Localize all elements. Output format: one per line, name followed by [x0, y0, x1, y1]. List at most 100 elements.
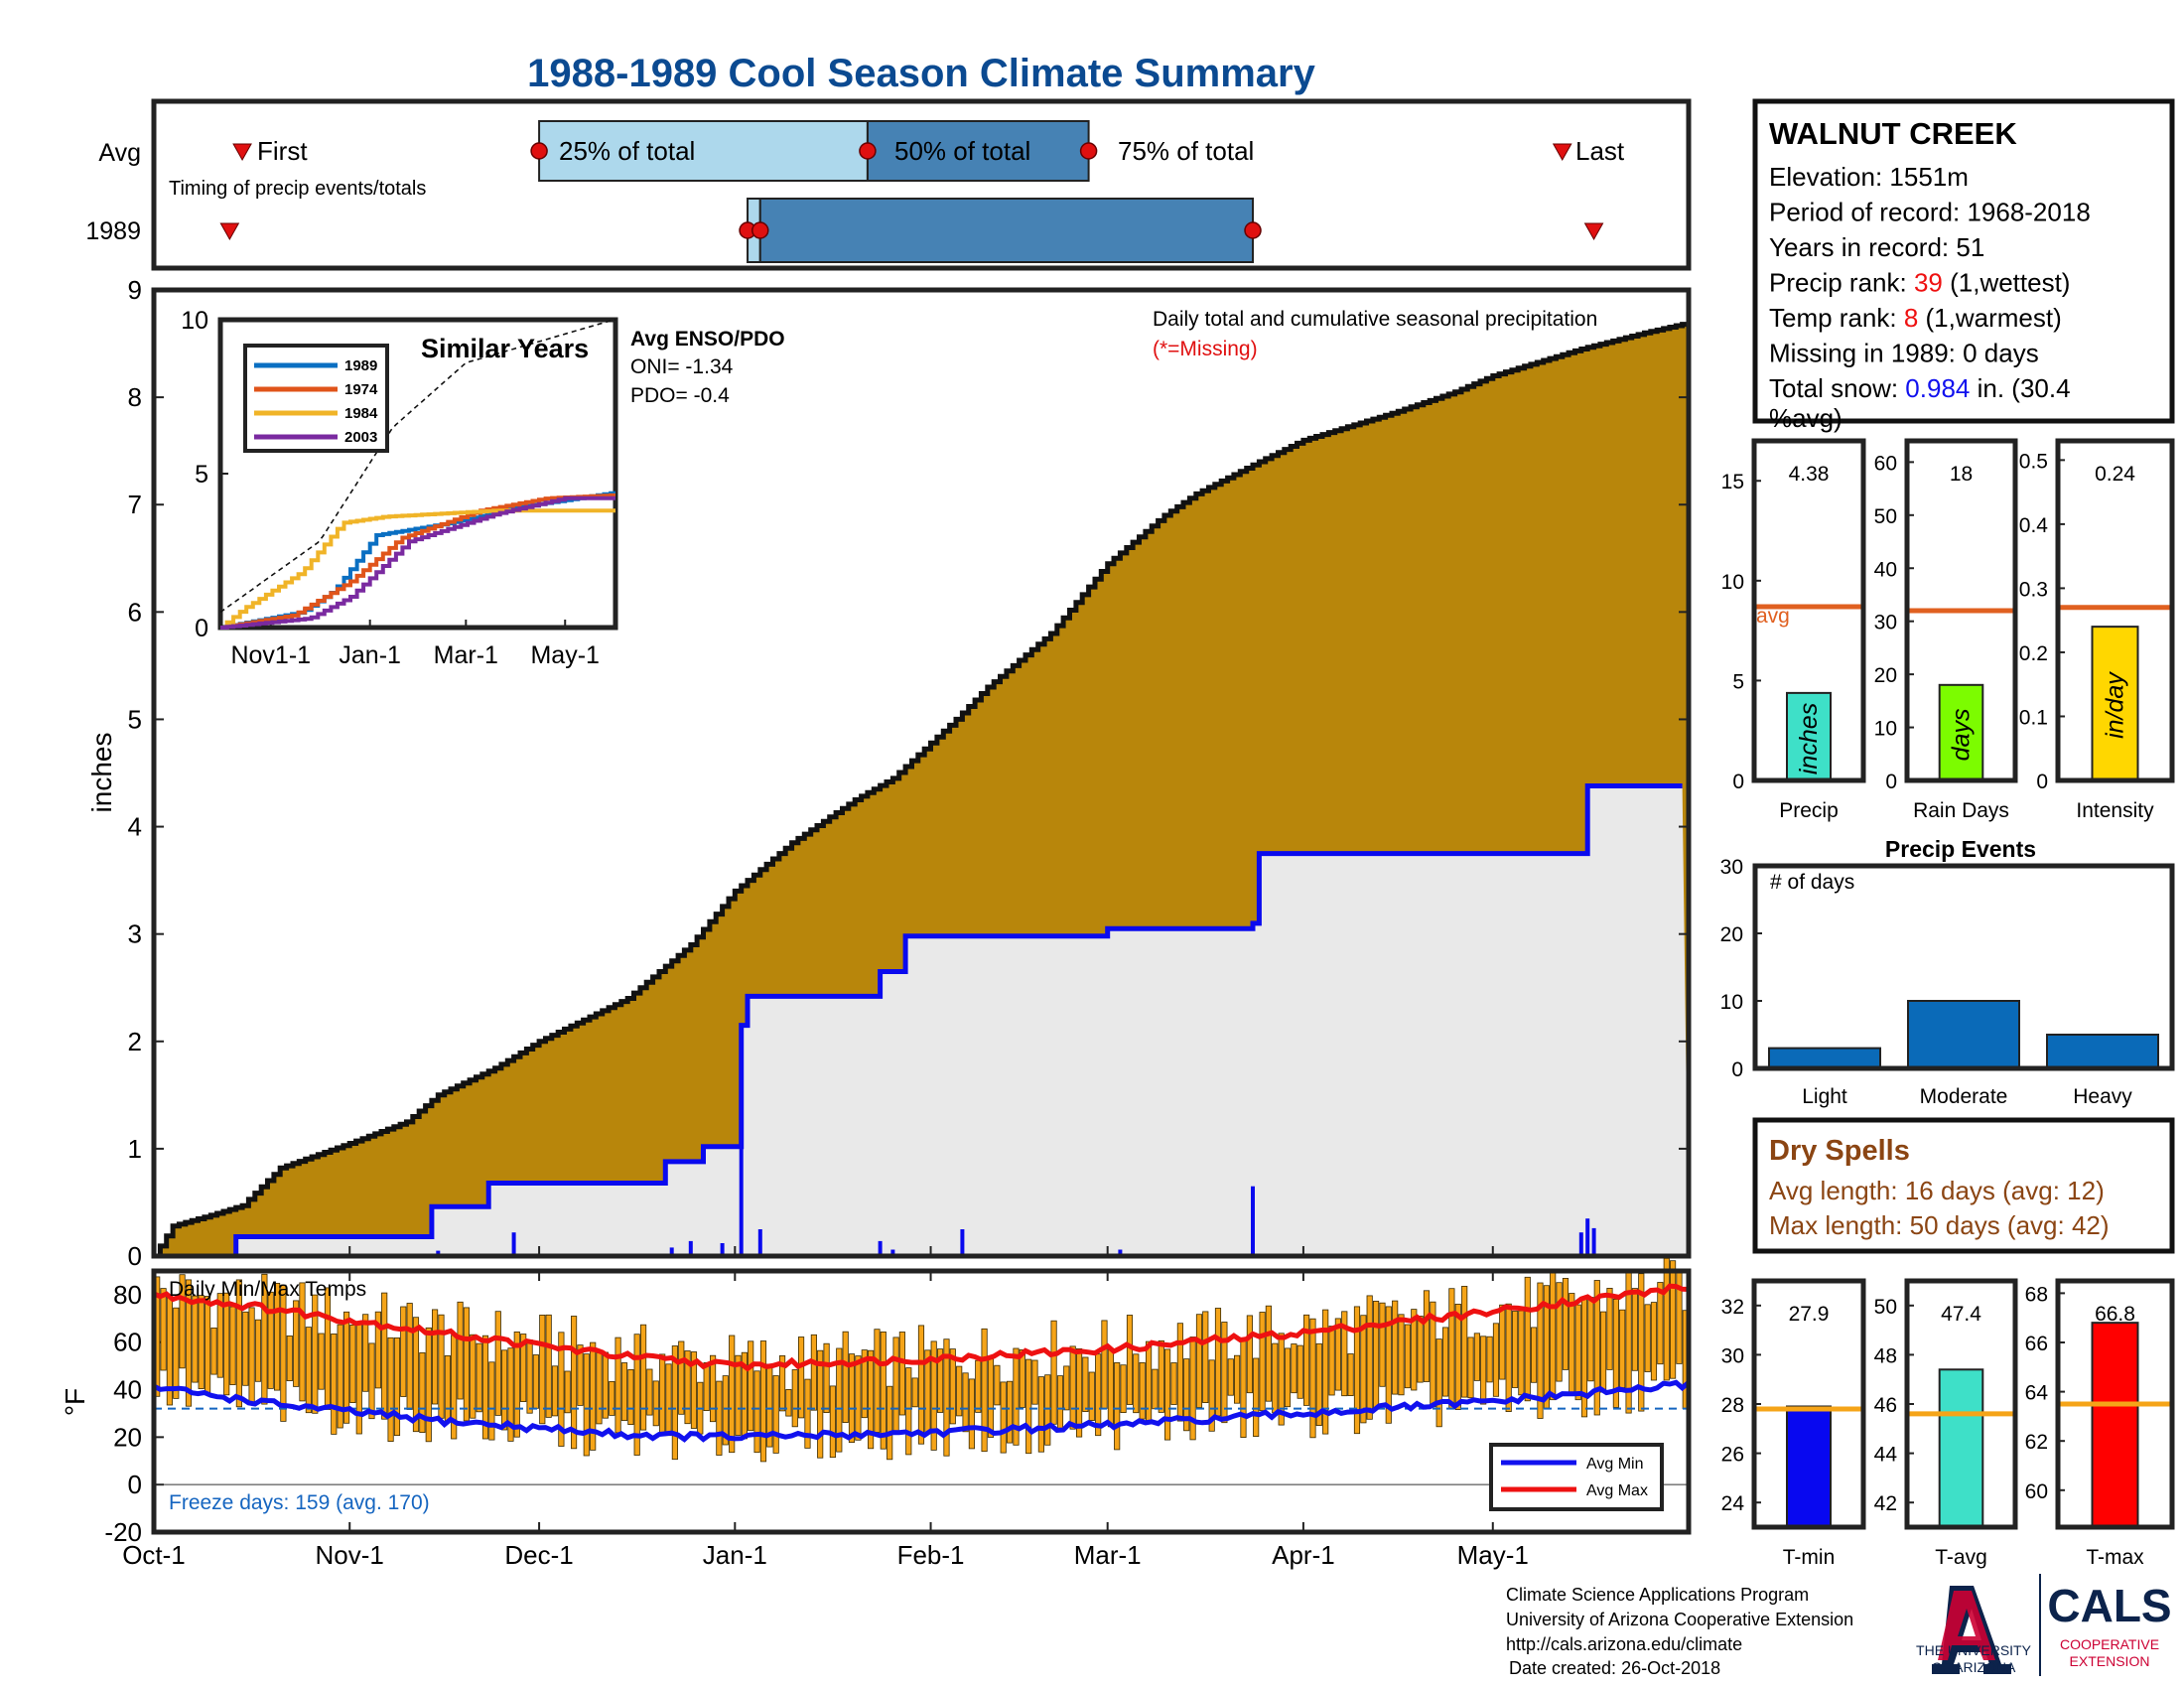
daily-temp-bar	[583, 1353, 590, 1457]
precip-ytick-label: 5	[128, 704, 142, 734]
footer-credits: Climate Science Applications Program Uni…	[1506, 1585, 1853, 1678]
timing-first-label: First	[257, 136, 308, 166]
info-value: 1968-2018	[1967, 198, 2090, 227]
daily-temp-bar	[1373, 1301, 1380, 1409]
timing-25-label: 25% of total	[559, 136, 695, 166]
daily-temp-bar	[1214, 1308, 1222, 1417]
daily-temp-bar	[254, 1319, 262, 1382]
daily-temp-bar	[235, 1279, 242, 1408]
daily-temp-bar	[1265, 1305, 1272, 1402]
daily-temp-bar	[1574, 1304, 1581, 1401]
daily-temp-bar	[1631, 1288, 1638, 1371]
daily-temp-bar	[785, 1389, 792, 1417]
daily-temp-bar	[1183, 1358, 1190, 1432]
precip-total-label: Precip	[1779, 799, 1839, 822]
daily-temp-bar	[640, 1324, 647, 1431]
daily-temp-bar	[1019, 1349, 1025, 1408]
daily-temp-bar	[577, 1344, 584, 1406]
daily-temp-bar	[355, 1323, 362, 1435]
precip-note: Daily total and cumulative seasonal prec…	[1153, 308, 1597, 331]
precip-ytick-label: 3	[128, 919, 142, 949]
info-value: 8	[1904, 303, 1918, 333]
intensity-ytick-label: 0.3	[2019, 578, 2048, 601]
daily-temp-bar	[937, 1348, 944, 1413]
tavg-label: T-avg	[1935, 1546, 1987, 1569]
daily-precip-bar	[1118, 1249, 1123, 1256]
daily-temp-bar	[242, 1311, 249, 1386]
daily-temp-bar	[1088, 1371, 1095, 1421]
tmin-label: T-min	[1783, 1546, 1836, 1569]
info-label: Missing in 1989:	[1769, 339, 1963, 368]
month-label: Dec-1	[504, 1540, 573, 1570]
daily-temp-bar	[571, 1316, 578, 1450]
ua-logo-line-2: OF ARIZONA	[1932, 1659, 2016, 1675]
daily-temp-bar	[1146, 1340, 1153, 1423]
inset-xtick-label: Nov1-1	[230, 641, 311, 669]
daily-temp-bar	[1120, 1364, 1127, 1413]
daily-temp-bar	[748, 1340, 754, 1432]
temp-ytick-label: -20	[104, 1517, 142, 1547]
daily-temp-bar	[1050, 1320, 1057, 1425]
tavg-ytick-label: 50	[1874, 1296, 1897, 1319]
daily-temp-bar	[829, 1385, 836, 1459]
daily-temp-bar	[716, 1380, 723, 1456]
daily-temp-bar	[192, 1295, 199, 1383]
info-label: Precip rank:	[1769, 268, 1914, 298]
daily-temp-bar	[1580, 1296, 1588, 1418]
daily-temp-bar	[1025, 1358, 1032, 1455]
timing-last-label: Last	[1575, 136, 1625, 166]
rain-days-ytick-label: 40	[1874, 558, 1897, 581]
daily-temp-bar	[735, 1354, 742, 1436]
y1989-75pct-marker	[1244, 221, 1262, 239]
daily-temp-bar	[457, 1301, 464, 1400]
daily-temp-bar	[1272, 1342, 1279, 1414]
daily-temp-bar	[1139, 1362, 1146, 1420]
dry-spells-title: Dry Spells	[1769, 1135, 1910, 1167]
events-ytick-label: 0	[1731, 1058, 1743, 1081]
daily-temp-bar	[1000, 1381, 1007, 1454]
daily-temp-bar	[261, 1273, 268, 1405]
tavg-ytick-label: 46	[1874, 1394, 1897, 1417]
daily-temp-bar	[1037, 1376, 1044, 1453]
daily-temp-bar	[507, 1347, 514, 1442]
daily-temp-bar	[349, 1325, 356, 1404]
daily-temp-bar	[412, 1317, 420, 1433]
daily-temp-bar	[280, 1284, 287, 1422]
rain-days-unit-label: days	[1948, 709, 1976, 762]
rain-days-ytick-label: 20	[1874, 664, 1897, 687]
precip-ylabel: inches	[86, 733, 117, 813]
daily-temp-bar	[173, 1307, 180, 1399]
temp-legend: Avg Min Avg Max	[1489, 1443, 1664, 1511]
daily-temp-bar	[1619, 1309, 1626, 1388]
temp-ylabel: °F	[60, 1388, 90, 1416]
daily-temp-bar	[1278, 1333, 1285, 1426]
daily-temp-bar	[1562, 1278, 1570, 1370]
daily-temp-bar	[425, 1327, 432, 1443]
season-bar-panels: 0 5 10 15 4.38 Precip inches 0 10 20 30 40 50 60 18 Rai…	[1721, 438, 2175, 822]
daily-temp-bar	[930, 1340, 937, 1451]
daily-precip-bar	[436, 1250, 441, 1256]
daily-precip-bar	[878, 1240, 883, 1256]
daily-temp-bar	[791, 1369, 798, 1428]
similar-years-inset: 0 5 10 Nov1-1 Jan-1 Mar-1 May-1 1989 1974 1984 200…	[181, 307, 784, 669]
y1989-timing-box-high	[758, 198, 1255, 263]
tmin-ytick-label: 28	[1721, 1394, 1744, 1417]
daily-temp-bar	[312, 1294, 319, 1414]
precip-main-panel: 0 1 2 3 4 5 6 7 8 9 inches Daily total and cumula…	[86, 275, 1692, 1271]
tavg-bar	[1938, 1368, 1984, 1529]
daily-precip-bar	[1591, 1227, 1596, 1256]
intensity-value-label: 0.24	[2095, 463, 2135, 486]
daily-temp-bar	[539, 1315, 546, 1425]
tmax-bar	[2091, 1322, 2139, 1529]
rain-days-ytick-label: 50	[1874, 505, 1897, 528]
legend-year-label: 1974	[344, 381, 378, 398]
daily-temp-bar	[1499, 1304, 1506, 1380]
station-info-line: Missing in 1989: 0 days	[1769, 339, 2039, 368]
intensity-ytick-label: 0.1	[2019, 706, 2048, 729]
daily-temp-bar	[400, 1306, 407, 1397]
daily-temp-bar	[1063, 1365, 1070, 1411]
daily-temp-bar	[917, 1325, 925, 1445]
daily-temp-bar	[393, 1337, 401, 1437]
daily-temp-bar	[1360, 1315, 1367, 1424]
daily-precip-bar	[669, 1247, 674, 1256]
